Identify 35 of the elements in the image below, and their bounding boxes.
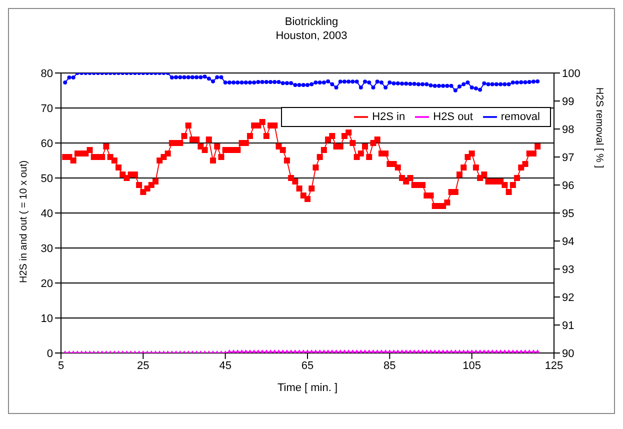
y2-tick-label: 91 <box>562 320 574 332</box>
x-tick-label: 25 <box>137 360 150 372</box>
y2-tick-label: 98 <box>562 124 574 136</box>
y2-tick-label: 94 <box>562 236 574 248</box>
y-tick-label: 10 <box>40 312 53 325</box>
y2-tick-label: 93 <box>562 264 574 276</box>
y2-tick-label: 96 <box>562 180 574 192</box>
legend-label: H2S in <box>372 110 406 123</box>
x-tick-label: 105 <box>462 360 482 372</box>
legend-label: H2S out <box>433 110 473 123</box>
y-tick-label: 80 <box>40 68 53 80</box>
y-tick-label: 50 <box>40 172 53 185</box>
y2-tick-label: 92 <box>562 292 574 304</box>
y-axis-title: H2S in and out ( = 10 x out) <box>18 160 30 283</box>
y2-tick-label: 100 <box>562 68 580 80</box>
x-axis-title: Time [ min. ] <box>277 382 338 394</box>
y2-tick-label: 95 <box>562 208 574 220</box>
legend-label: removal <box>500 110 540 123</box>
y-tick-label: 20 <box>40 278 53 290</box>
y2-tick-label: 90 <box>562 348 574 360</box>
y2-tick-label: 99 <box>562 96 574 108</box>
y-tick-label: 40 <box>40 208 53 220</box>
x-tick-label: 45 <box>219 360 232 372</box>
y2-axis-title: H2S removal [ % ] <box>593 87 604 168</box>
chart-subtitle: Houston, 2003 <box>274 29 348 43</box>
y-tick-label: 70 <box>40 102 53 115</box>
y-tick-label: 60 <box>40 138 53 150</box>
x-tick-label: 85 <box>384 360 396 372</box>
y-tick-label: 30 <box>40 242 53 255</box>
y-tick-label: 0 <box>46 348 53 360</box>
y2-tick-label: 97 <box>562 152 574 164</box>
x-tick-label: 65 <box>301 360 314 372</box>
x-tick-label: 5 <box>58 360 64 372</box>
chart-title: Biotrickling <box>284 15 340 29</box>
x-tick-label: 125 <box>544 360 564 372</box>
